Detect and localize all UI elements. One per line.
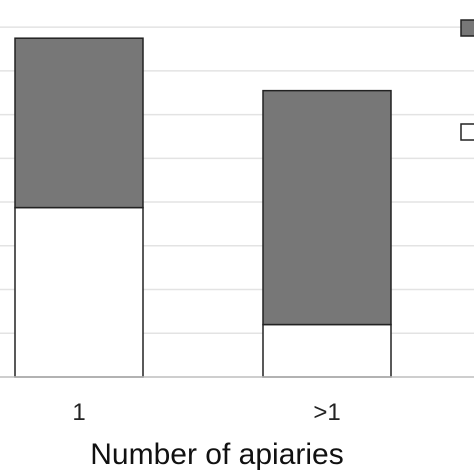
bar-segment-upper-1 (14, 37, 144, 209)
bars (14, 37, 392, 378)
legend (460, 19, 474, 141)
x-tick-label: >1 (313, 399, 340, 426)
bar-segment-lower-2 (262, 323, 392, 378)
bar-segment-upper-2 (262, 89, 392, 326)
bar-segment-lower-1 (14, 206, 144, 378)
x-axis-title: Number of apiaries (90, 438, 343, 471)
x-tick-labels: 1 >1 (72, 399, 340, 426)
legend-swatch-dark (460, 19, 474, 37)
legend-swatch-white (460, 123, 474, 141)
x-tick-label: 1 (72, 399, 85, 426)
